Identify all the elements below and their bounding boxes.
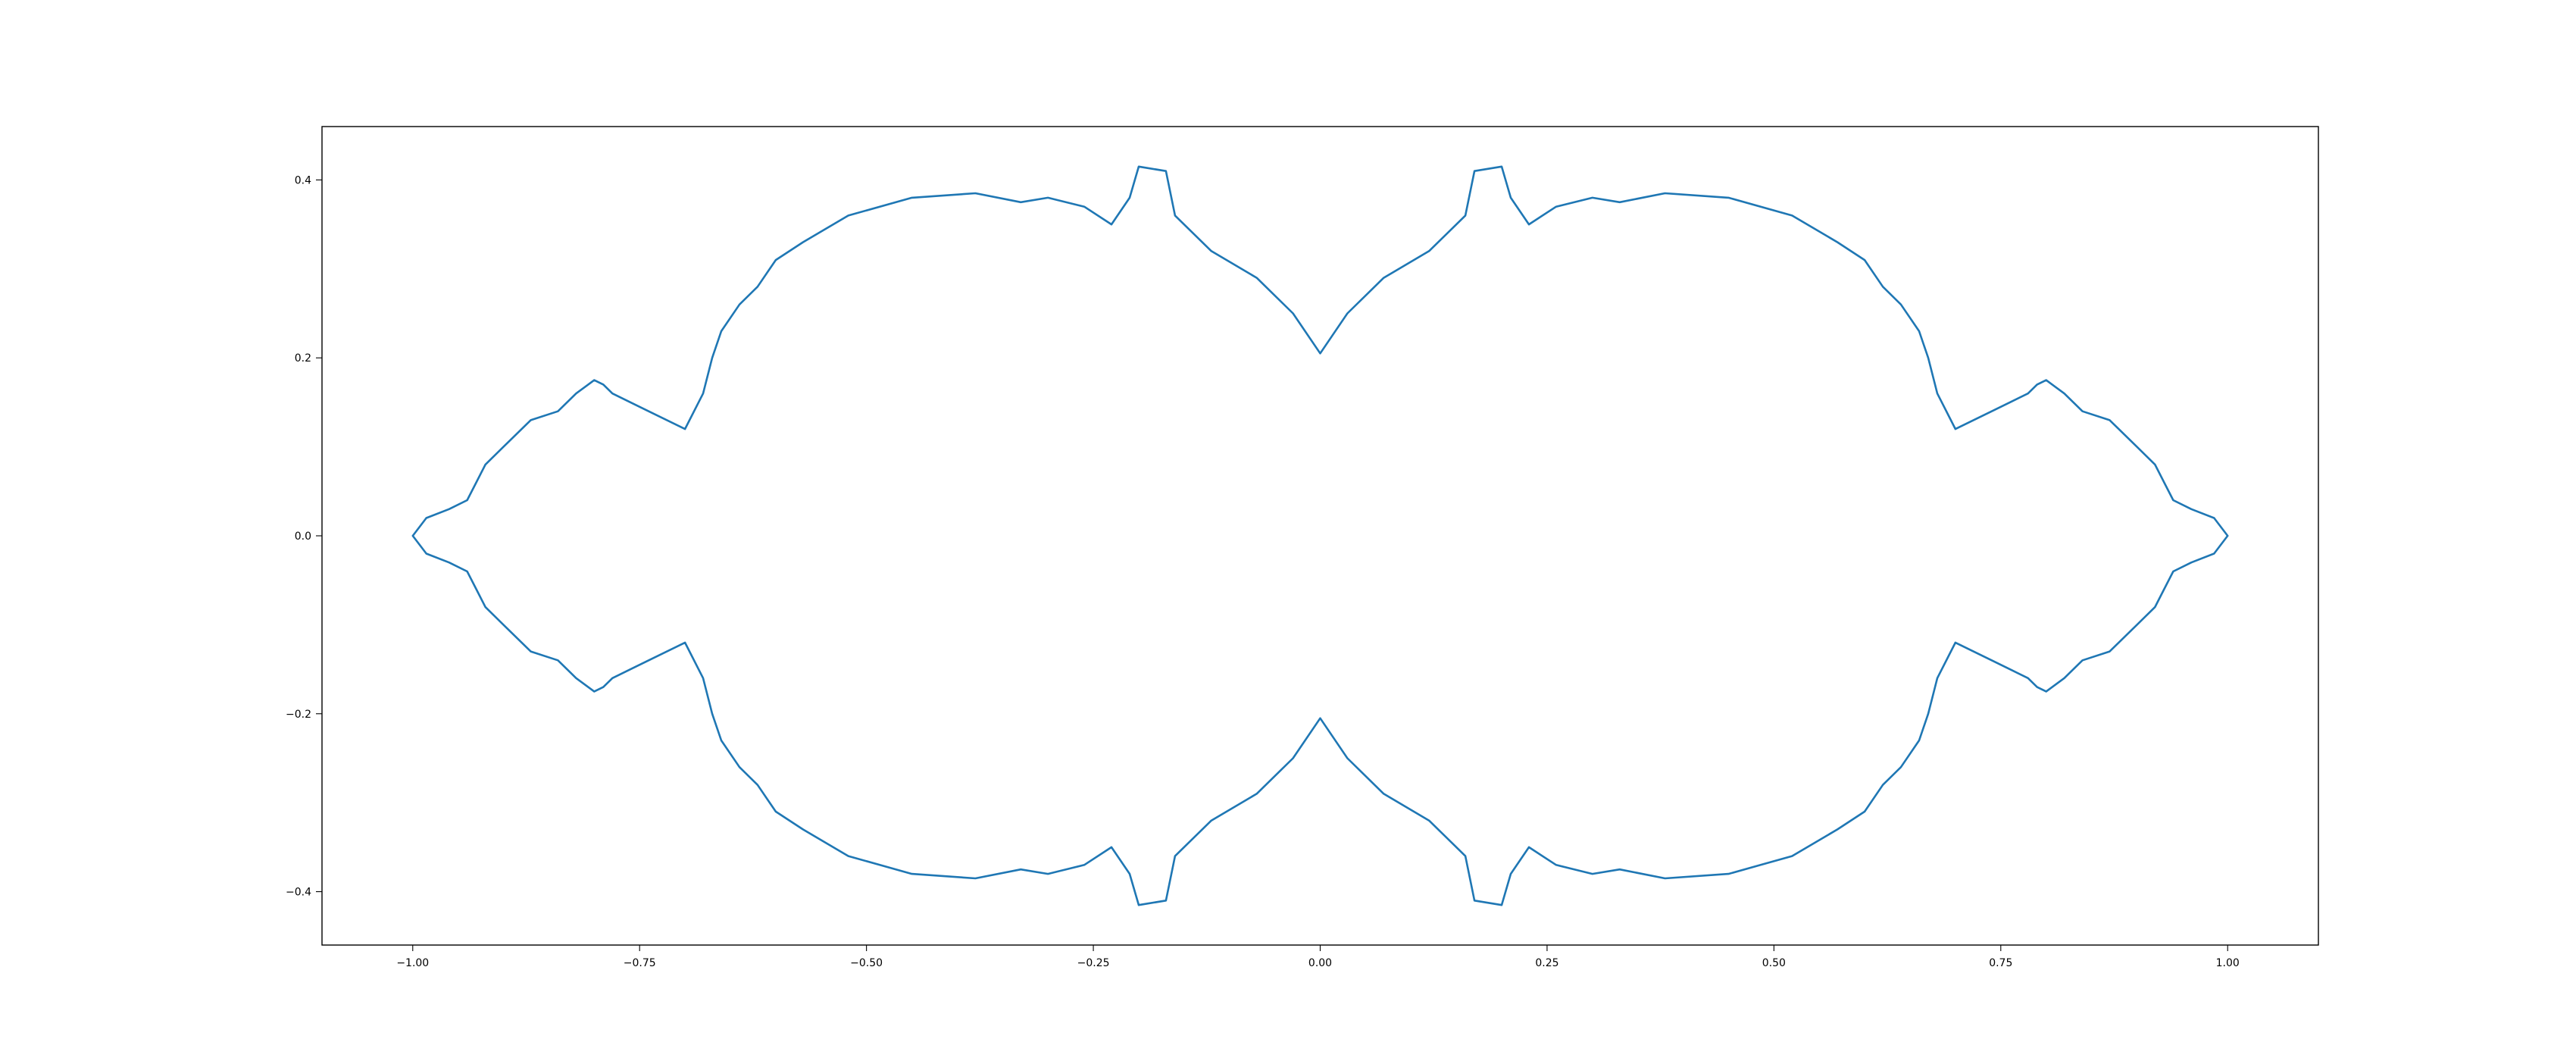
x-tick-label: 0.25	[1535, 957, 1558, 969]
series-layer	[411, 165, 2229, 906]
y-axis-ticks: −0.4 −0.2 0.0 0.2 0.4	[286, 174, 322, 899]
x-tick-label: −0.75	[624, 957, 656, 969]
series-line-0	[411, 165, 2229, 906]
x-tick-label: 0.75	[1989, 957, 2012, 969]
x-tick-label: −0.50	[850, 957, 883, 969]
x-axis-ticks: −1.00 −0.75 −0.50 −0.25 0.00 0.25 0.50 0.75 1.00	[396, 945, 2240, 969]
x-tick-label: −1.00	[396, 957, 429, 969]
y-tick-label: −0.2	[286, 709, 311, 721]
y-tick-label: −0.4	[286, 887, 311, 899]
x-tick-label: 0.00	[1308, 957, 1332, 969]
x-tick-label: −0.25	[1077, 957, 1110, 969]
y-tick-label: 0.2	[295, 352, 311, 365]
x-tick-label: 1.00	[2216, 957, 2240, 969]
axes-frame	[321, 126, 2319, 946]
y-tick-label: 0.4	[295, 174, 311, 186]
x-tick-label: 0.50	[1762, 957, 1786, 969]
y-tick-label: 0.0	[295, 530, 311, 543]
